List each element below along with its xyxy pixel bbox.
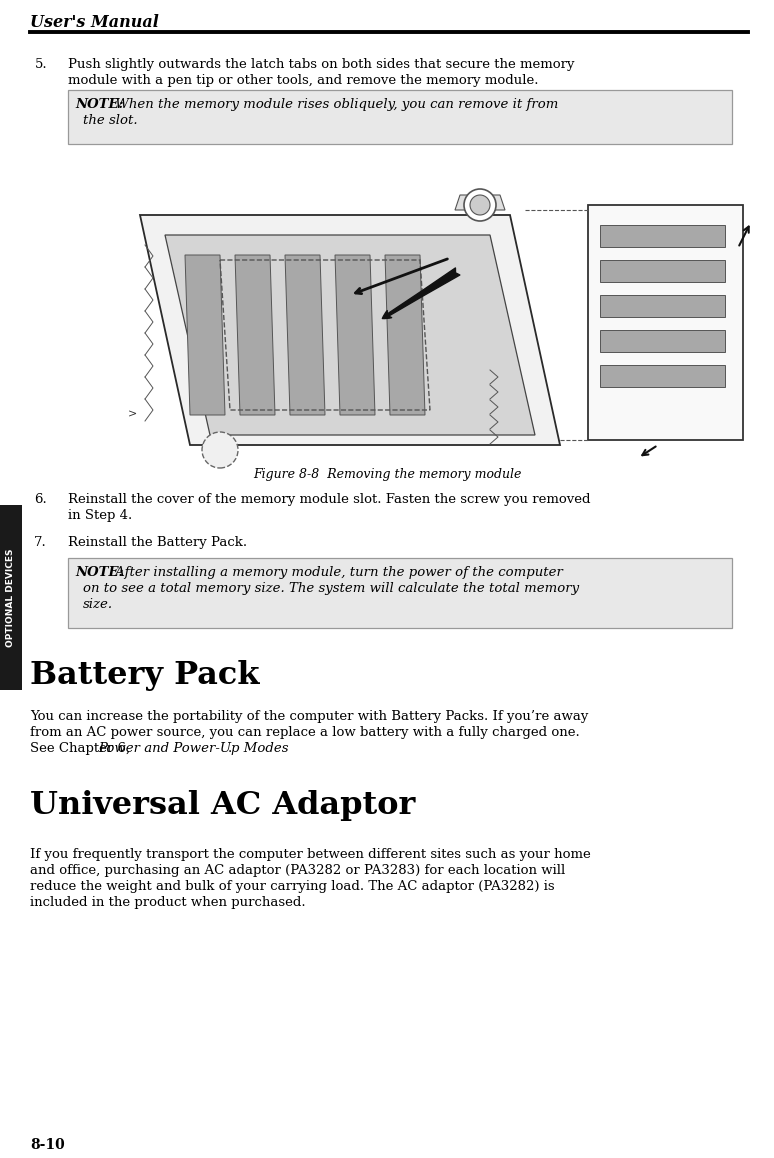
Text: included in the product when purchased.: included in the product when purchased. <box>30 896 306 909</box>
Text: Reinstall the cover of the memory module slot. Fasten the screw you removed: Reinstall the cover of the memory module… <box>68 493 591 506</box>
Bar <box>600 330 725 352</box>
Circle shape <box>464 189 496 221</box>
Polygon shape <box>385 255 425 415</box>
Bar <box>68 558 732 628</box>
Text: When the memory module rises obliquely, you can remove it from: When the memory module rises obliquely, … <box>111 98 558 111</box>
Text: Universal AC Adaptor: Universal AC Adaptor <box>30 790 416 821</box>
Polygon shape <box>140 215 560 445</box>
Text: User's Manual: User's Manual <box>30 14 159 31</box>
Text: reduce the weight and bulk of your carrying load. The AC adaptor (PA3282) is: reduce the weight and bulk of your carry… <box>30 880 555 893</box>
Text: 6.: 6. <box>34 493 47 506</box>
Polygon shape <box>335 255 375 415</box>
Bar <box>600 295 725 317</box>
Text: If you frequently transport the computer between different sites such as your ho: If you frequently transport the computer… <box>30 848 591 862</box>
Text: Reinstall the Battery Pack.: Reinstall the Battery Pack. <box>68 536 247 549</box>
Text: 7.: 7. <box>34 536 47 549</box>
Text: NOTE:: NOTE: <box>75 566 124 579</box>
Text: Battery Pack: Battery Pack <box>30 660 259 691</box>
Circle shape <box>470 195 490 215</box>
Text: .: . <box>228 742 232 755</box>
Text: Figure 8-8  Removing the memory module: Figure 8-8 Removing the memory module <box>253 468 521 481</box>
Bar <box>600 261 725 283</box>
Polygon shape <box>165 235 535 435</box>
Text: 8-10: 8-10 <box>30 1138 65 1152</box>
Text: module with a pen tip or other tools, and remove the memory module.: module with a pen tip or other tools, an… <box>68 74 539 87</box>
Text: in Step 4.: in Step 4. <box>68 510 132 522</box>
Bar <box>68 90 732 144</box>
Text: and office, purchasing an AC adaptor (PA3282 or PA3283) for each location will: and office, purchasing an AC adaptor (PA… <box>30 864 565 877</box>
Polygon shape <box>285 255 325 415</box>
Text: Power and Power-Up Modes: Power and Power-Up Modes <box>98 742 289 755</box>
Text: size.: size. <box>83 598 113 611</box>
Text: NOTE:: NOTE: <box>75 98 124 111</box>
Polygon shape <box>235 255 275 415</box>
Bar <box>588 205 743 440</box>
Text: OPTIONAL DEVICES: OPTIONAL DEVICES <box>6 548 15 647</box>
Text: from an AC power source, you can replace a low battery with a fully charged one.: from an AC power source, you can replace… <box>30 726 580 739</box>
Text: on to see a total memory size. The system will calculate the total memory: on to see a total memory size. The syste… <box>83 582 579 595</box>
Text: After installing a memory module, turn the power of the computer: After installing a memory module, turn t… <box>111 566 563 579</box>
Text: the slot.: the slot. <box>83 113 138 127</box>
Text: >: > <box>128 410 137 420</box>
Text: See Chapter 6,: See Chapter 6, <box>30 742 135 755</box>
Bar <box>600 225 725 247</box>
Text: Push slightly outwards the latch tabs on both sides that secure the memory: Push slightly outwards the latch tabs on… <box>68 58 574 71</box>
Text: You can increase the portability of the computer with Battery Packs. If you’re a: You can increase the portability of the … <box>30 710 588 723</box>
Circle shape <box>202 432 238 468</box>
Bar <box>0 505 22 690</box>
Text: 5.: 5. <box>34 58 47 71</box>
Polygon shape <box>185 255 225 415</box>
Polygon shape <box>455 195 505 210</box>
Bar <box>600 365 725 387</box>
